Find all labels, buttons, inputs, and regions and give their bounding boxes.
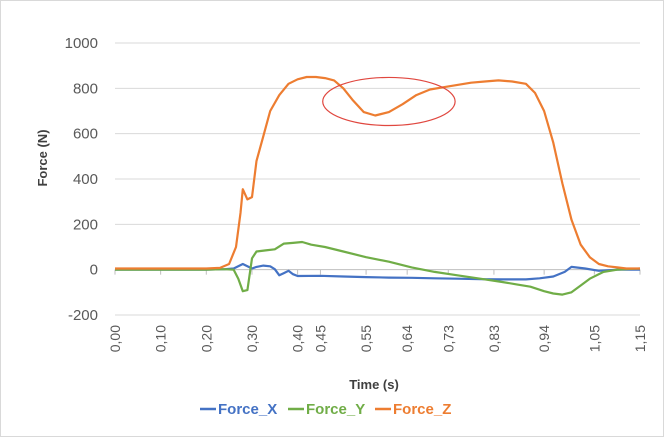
legend-label: Force_Y — [306, 401, 365, 418]
series-line-force-y — [115, 240, 641, 296]
y-tick-label: 1000 — [65, 35, 98, 52]
x-tick-labels: 0,00 0,10 0,20 0,30 0,40 0,45 0,55 0,64 0,73 0,83… — [107, 325, 648, 352]
y-axis-title: Force (N) — [35, 129, 50, 186]
x-tick-label: 1,05 — [586, 325, 602, 352]
y-tick-label: 600 — [73, 126, 98, 143]
highlight-ellipse — [322, 76, 456, 127]
legend: Force_X Force_Y Force_Z — [200, 401, 451, 418]
x-tick-label: 0,83 — [486, 325, 502, 352]
legend-label: Force_X — [218, 401, 277, 418]
legend-label: Force_Z — [393, 401, 451, 418]
x-tick-label: 0,40 — [290, 325, 306, 352]
x-axis-title: Time (s) — [349, 377, 399, 392]
x-tick-label: 0,30 — [244, 325, 260, 352]
y-tick-label: 200 — [73, 216, 98, 233]
series-lines — [115, 75, 641, 296]
x-tick-label: 0,10 — [153, 325, 169, 352]
annotation-layer — [322, 76, 456, 127]
x-tick-label: 0,00 — [107, 325, 123, 352]
y-tick-label: 800 — [73, 80, 98, 97]
y-tick-label: 0 — [90, 262, 98, 279]
y-tick-label: 400 — [73, 171, 98, 188]
x-tick-label: 0,20 — [198, 325, 214, 352]
series-line-force-z — [115, 75, 640, 270]
x-tick-label: 0,64 — [399, 325, 415, 352]
x-tick-label: 0,55 — [358, 325, 374, 352]
y-tick-labels: -200 0 200 400 600 800 1000 — [65, 35, 98, 324]
series-line-force-x — [115, 262, 640, 281]
x-tick-label: 1,15 — [632, 325, 648, 352]
x-tick-label: 0,73 — [440, 325, 456, 352]
y-tick-label: -200 — [68, 307, 98, 324]
x-tick-label: 0,94 — [536, 325, 552, 352]
x-tick-label: 0,45 — [312, 325, 328, 352]
